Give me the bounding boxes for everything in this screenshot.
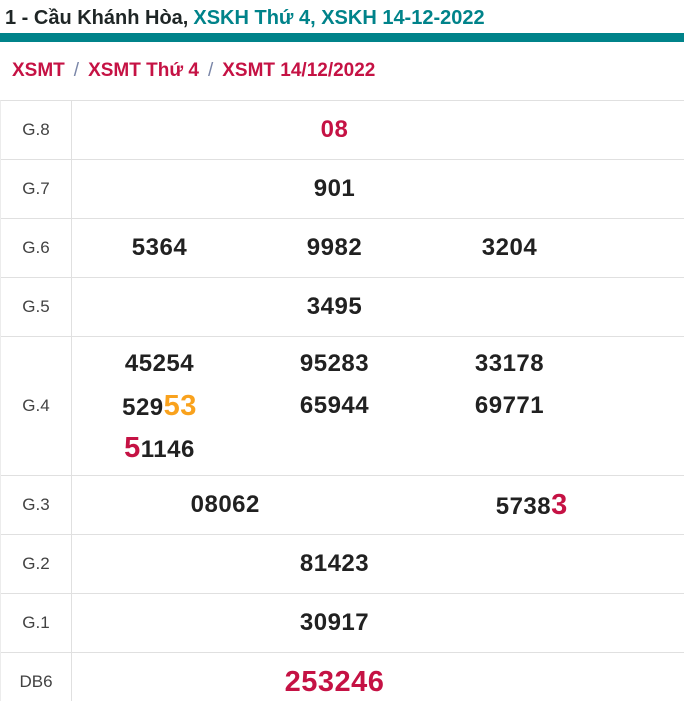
prize-line: 52953 65944 69771 [72, 385, 684, 427]
prize-cell: 81423 [300, 550, 369, 578]
page-title-prefix: 1 - Cầu Khánh Hòa, [5, 7, 189, 29]
prize-label: G.7 [1, 160, 72, 218]
table-row-db6: DB6 253246 [1, 653, 684, 701]
table-row-g4: G.4 45254 95283 33178 52953 65944 69771 51146 [1, 337, 684, 476]
page-title-draw-info: XSKH Thứ 4, XSKH 14-12-2022 [193, 7, 485, 29]
prize-cell: 51146 [72, 432, 247, 465]
prize-values: 08062 57383 [72, 476, 684, 534]
prize-label: G.3 [1, 476, 72, 534]
table-row-g5: G.5 3495 [1, 278, 684, 337]
prize-label: G.4 [1, 337, 72, 475]
prize-number: 45254 [124, 350, 195, 377]
prize-number: 1146 [140, 435, 195, 463]
prize-line: 45254 95283 33178 [72, 343, 684, 385]
table-row-g3: G.3 08062 57383 [1, 476, 684, 535]
prize-number: 5364 [131, 234, 188, 261]
prize-values: 45254 95283 33178 52953 65944 69771 51146 [72, 337, 684, 475]
prize-label: G.1 [1, 594, 72, 652]
prize-values: 81423 [72, 535, 684, 593]
prize-number: 5738 [495, 492, 552, 520]
divider-bar [0, 33, 684, 42]
prize-number: 69771 [474, 392, 545, 419]
prize-cell: 3495 [307, 293, 362, 321]
prize-number: 901 [313, 175, 356, 202]
prize-cell: 57383 [379, 489, 684, 522]
prize-values: 30917 [72, 594, 684, 652]
prize-number: 9982 [306, 234, 363, 261]
prize-cell: 253246 [285, 666, 385, 699]
page-title: 1 - Cầu Khánh Hòa, XSKH Thứ 4, XSKH 14-12… [0, 0, 684, 29]
prize-cell: 33178 [422, 350, 597, 378]
prize-values: 5364 9982 3204 [72, 219, 684, 277]
table-row-g6: G.6 5364 9982 3204 [1, 219, 684, 278]
table-row-g7: G.7 901 [1, 160, 684, 219]
prize-line: 253246 [72, 661, 684, 701]
prize-values: 08 [72, 101, 684, 159]
prize-cell: 901 [314, 175, 356, 203]
prize-line: 3495 [72, 286, 684, 328]
prize-line: 08 [72, 109, 684, 151]
prize-line: 81423 [72, 543, 684, 585]
prize-number: 529 [122, 393, 164, 421]
prize-cell: 3204 [422, 234, 597, 262]
prize-number: 3204 [481, 234, 538, 261]
prize-line: 5364 9982 3204 [72, 227, 684, 269]
prize-number: 08062 [190, 491, 260, 518]
prize-values: 253246 [72, 653, 684, 701]
prize-number: 253246 [284, 665, 385, 698]
prize-cell: 69771 [422, 392, 597, 420]
prize-label: G.2 [1, 535, 72, 593]
prize-cell: 45254 [72, 350, 247, 378]
prize-number: 65944 [299, 392, 370, 419]
prize-line: 30917 [72, 602, 684, 644]
prize-label: G.8 [1, 101, 72, 159]
prize-cell: 08062 [72, 491, 379, 519]
prize-number: 3495 [306, 293, 363, 320]
prize-cell: 52953 [72, 390, 247, 423]
prize-cell: 65944 [247, 392, 422, 420]
prize-number: 30917 [299, 609, 370, 636]
prize-values: 3495 [72, 278, 684, 336]
breadcrumb-link-xsmt-thu4[interactable]: XSMT Thứ 4 [88, 60, 199, 81]
table-row-g2: G.2 81423 [1, 535, 684, 594]
prize-cell: 30917 [300, 609, 369, 637]
breadcrumb: XSMT / XSMT Thứ 4 / XSMT 14/12/2022 [12, 60, 684, 82]
breadcrumb-link-xsmt[interactable]: XSMT [12, 60, 65, 81]
prize-line: 901 [72, 168, 684, 210]
prize-number: 3 [551, 488, 568, 521]
table-row-g8: G.8 08 [1, 101, 684, 160]
results-table: G.8 08 G.7 901 G.6 5364 9982 3204 G.5 3495 G.4 4525… [0, 100, 684, 701]
prize-label: DB6 [1, 653, 72, 701]
breadcrumb-separator: / [73, 60, 80, 81]
prize-number: 95283 [299, 350, 370, 377]
prize-number: 53 [163, 389, 197, 422]
prize-label: G.5 [1, 278, 72, 336]
prize-cell: 5364 [72, 234, 247, 262]
prize-values: 901 [72, 160, 684, 218]
prize-number: 08 [320, 116, 349, 143]
prize-line: 08062 57383 [72, 484, 684, 526]
prize-cell: 08 [321, 116, 349, 144]
prize-label: G.6 [1, 219, 72, 277]
breadcrumb-link-xsmt-date[interactable]: XSMT 14/12/2022 [222, 60, 376, 81]
prize-cell: 95283 [247, 350, 422, 378]
table-row-g1: G.1 30917 [1, 594, 684, 653]
prize-number: 5 [124, 431, 141, 464]
prize-line: 51146 [72, 427, 684, 469]
prize-cell: 9982 [247, 234, 422, 262]
breadcrumb-separator: / [207, 60, 214, 81]
prize-number: 81423 [299, 550, 370, 577]
prize-number: 33178 [474, 350, 545, 377]
